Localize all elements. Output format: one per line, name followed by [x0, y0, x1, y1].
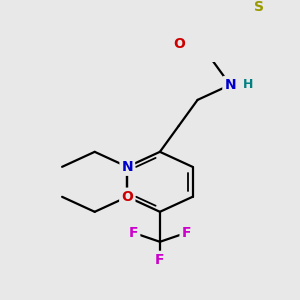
Text: S: S [254, 0, 264, 14]
Text: F: F [182, 226, 191, 240]
Text: H: H [243, 78, 253, 92]
Text: N: N [122, 160, 133, 174]
Text: O: O [122, 190, 133, 204]
Text: F: F [129, 226, 138, 240]
Text: N: N [224, 78, 236, 92]
Text: F: F [155, 253, 165, 267]
Text: O: O [173, 37, 185, 51]
Text: N: N [122, 190, 133, 204]
